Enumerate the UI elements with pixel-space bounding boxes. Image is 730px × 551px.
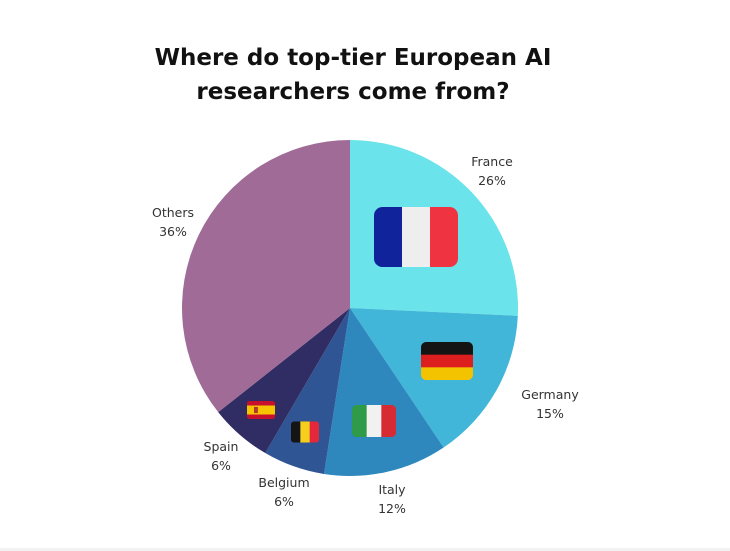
france-flag-icon	[374, 207, 458, 267]
pie-slice-belgium	[265, 308, 350, 474]
slice-percent-france: 26%	[478, 173, 506, 188]
slice-percent-germany: 15%	[536, 406, 564, 421]
chart-title-line-2: researchers come from?	[196, 79, 510, 105]
slice-label-spain: Spain	[204, 439, 239, 454]
slice-percent-others: 36%	[159, 224, 187, 239]
slice-label-germany: Germany	[521, 387, 579, 402]
slice-percent-italy: 12%	[378, 501, 406, 516]
slice-percent-belgium: 6%	[274, 494, 294, 509]
belgium-flag-icon	[291, 421, 319, 443]
germany-flag-icon	[421, 342, 473, 380]
chart-title-line-1: Where do top-tier European AI	[154, 45, 552, 71]
slice-percent-spain: 6%	[211, 458, 231, 473]
bottom-divider	[0, 548, 730, 551]
slice-label-france: France	[471, 154, 513, 169]
slice-label-italy: Italy	[378, 482, 406, 497]
pie-slice-others	[182, 140, 350, 413]
slice-label-others: Others	[152, 205, 194, 220]
italy-flag-icon	[352, 405, 396, 437]
slice-label-belgium: Belgium	[258, 475, 309, 490]
spain-flag-icon	[247, 401, 275, 419]
